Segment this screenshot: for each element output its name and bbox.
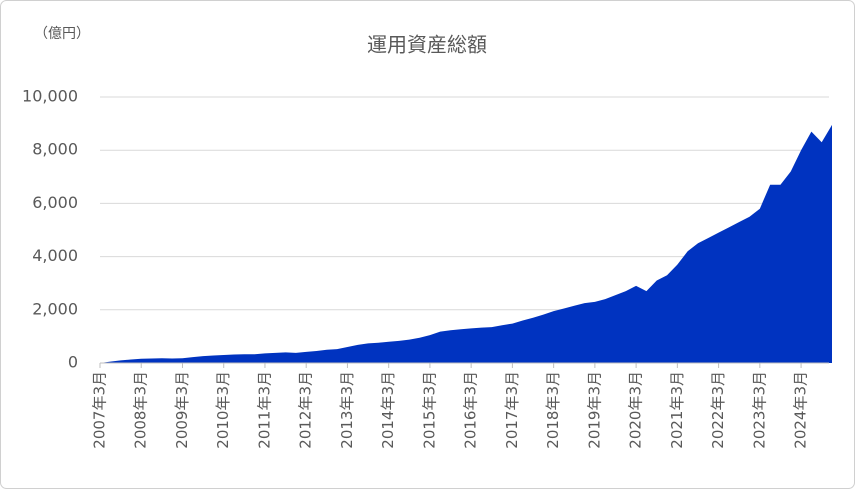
x-tick-label: 2014年3月 bbox=[379, 371, 397, 449]
x-tick-label: 2008年3月 bbox=[132, 371, 150, 449]
x-tick-label: 2010年3月 bbox=[214, 371, 232, 449]
x-tick-label: 2019年3月 bbox=[585, 371, 603, 449]
y-tick-label: 0 bbox=[68, 353, 78, 372]
x-tick-label: 2011年3月 bbox=[255, 371, 273, 449]
x-tick-label: 2018年3月 bbox=[544, 371, 562, 449]
x-tick-label: 2007年3月 bbox=[91, 371, 109, 449]
x-tick-label: 2009年3月 bbox=[173, 371, 191, 449]
x-tick-label: 2017年3月 bbox=[503, 371, 521, 449]
x-tick-label: 2020年3月 bbox=[627, 371, 645, 449]
y-tick-label: 8,000 bbox=[32, 140, 78, 159]
x-tick-label: 2022年3月 bbox=[709, 371, 727, 449]
area bbox=[100, 124, 832, 364]
y-tick-label: 10,000 bbox=[22, 87, 78, 106]
y-unit: （億円） bbox=[34, 26, 90, 42]
x-tick-label: 2012年3月 bbox=[297, 371, 315, 449]
x-tick-label: 2021年3月 bbox=[668, 371, 686, 449]
x-tick-label: 2023年3月 bbox=[750, 371, 768, 449]
y-tick-label: 4,000 bbox=[32, 246, 78, 265]
y-tick-label: 6,000 bbox=[32, 193, 78, 212]
x-tick-label: 2015年3月 bbox=[420, 371, 438, 449]
x-tick-label: 2024年3月 bbox=[792, 371, 810, 449]
x-tick-label: 2013年3月 bbox=[338, 371, 356, 449]
chart-title: 運用資産総額 bbox=[367, 33, 487, 57]
x-tick-label: 2016年3月 bbox=[462, 371, 480, 449]
y-tick-label: 2,000 bbox=[32, 299, 78, 318]
